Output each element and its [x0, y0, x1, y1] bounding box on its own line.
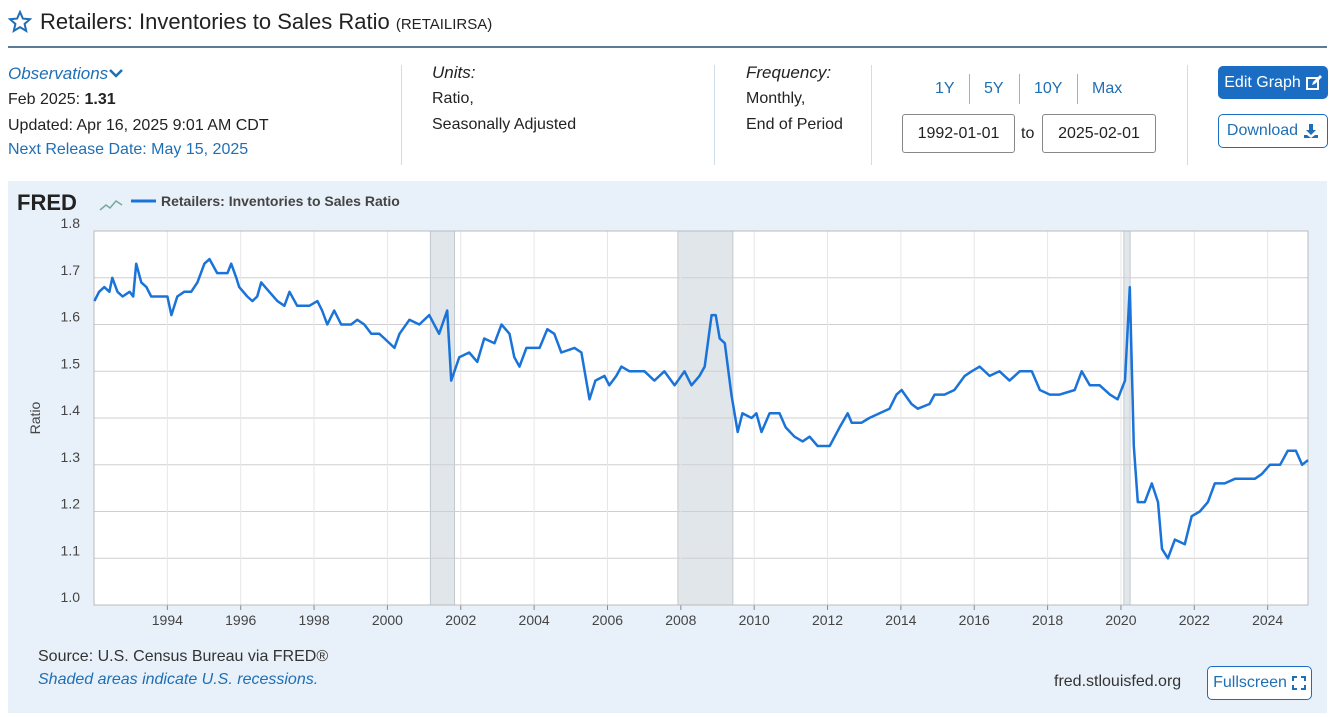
series-id: (RETAILIRSA) [395, 16, 493, 33]
download-icon [1304, 124, 1319, 138]
recession-note: Shaded areas indicate U.S. recessions. [38, 671, 318, 688]
separator [1019, 74, 1020, 104]
separator [401, 65, 402, 165]
title-row: Retailers: Inventories to Sales Ratio (R… [40, 9, 492, 35]
download-label: Download [1226, 122, 1299, 139]
fullscreen-icon [1291, 676, 1306, 690]
edit-label: Edit Graph [1224, 73, 1301, 91]
y-tick-label: 1.8 [61, 215, 81, 231]
y-axis-label: Ratio [27, 401, 43, 434]
frequency-line: End of Period [746, 116, 843, 133]
edit-graph-button[interactable]: Edit Graph [1218, 66, 1328, 99]
range-button[interactable]: 10Y [1034, 80, 1063, 97]
x-tick-label: 2016 [959, 612, 990, 628]
x-tick-label: 2014 [885, 612, 916, 628]
y-tick-label: 1.3 [61, 449, 81, 465]
y-tick-label: 1.5 [61, 355, 81, 371]
observations-label: Observations [8, 64, 109, 83]
y-tick-label: 1.4 [61, 402, 81, 418]
x-tick-label: 1998 [298, 612, 329, 628]
x-tick-label: 2018 [1032, 612, 1063, 628]
units-line: Seasonally Adjusted [432, 116, 577, 133]
range-button[interactable]: Max [1092, 80, 1123, 97]
x-tick-label: 2006 [592, 612, 623, 628]
source: Source: U.S. Census Bureau via FRED® [38, 648, 328, 665]
fred-logo: FRED [17, 190, 77, 215]
separator [871, 65, 872, 165]
logo-icon [99, 200, 123, 211]
next-release[interactable]: Next Release Date: May 15, 2025 [8, 141, 249, 158]
x-tick-label: 2012 [812, 612, 843, 628]
fullscreen-button[interactable]: Fullscreen [1207, 666, 1312, 700]
y-tick-label: 1.2 [61, 496, 81, 512]
x-tick-label: 2024 [1252, 612, 1283, 628]
separator [1077, 74, 1078, 104]
units-line: Ratio, [432, 90, 474, 107]
y-tick-label: 1.7 [61, 262, 81, 278]
start-date-input[interactable]: 1992-01-01 [902, 114, 1015, 153]
x-tick-label: 2010 [739, 612, 770, 628]
range-button[interactable]: 1Y [935, 80, 955, 97]
fullscreen-label: Fullscreen [1213, 674, 1287, 691]
latest-label: Feb 2025: [8, 91, 81, 108]
chevron [109, 69, 124, 78]
separator [969, 74, 970, 104]
latest-row: Feb 2025: 1.31 [8, 91, 116, 109]
end-date-input[interactable]: 2025-02-01 [1042, 114, 1156, 153]
x-tick-label: 2004 [519, 612, 550, 628]
x-tick-label: 2022 [1179, 612, 1210, 628]
title: Retailers: Inventories to Sales Ratio [40, 9, 390, 34]
range-button[interactable]: 5Y [984, 80, 1004, 97]
x-tick-label: 2000 [372, 612, 403, 628]
x-tick-label: 2020 [1105, 612, 1136, 628]
x-tick-label: 2002 [445, 612, 476, 628]
separator [714, 65, 715, 165]
plot-border [93, 230, 1309, 606]
header-rule [8, 46, 1327, 48]
series-line [93, 257, 1309, 560]
updated: Updated: Apr 16, 2025 9:01 AM CDT [8, 117, 269, 134]
separator [1187, 65, 1188, 165]
to-label: to [1021, 125, 1035, 142]
star-icon[interactable] [8, 10, 32, 34]
download-button[interactable]: Download [1218, 114, 1328, 148]
legend-label: Retailers: Inventories to Sales Ratio [161, 193, 400, 209]
x-tick-label: 1996 [225, 612, 256, 628]
edit-icon [1305, 74, 1322, 90]
y-tick-label: 1.6 [61, 309, 81, 325]
y-tick-label: 1.0 [61, 589, 81, 605]
x-tick-label: 2008 [665, 612, 696, 628]
latest-value: 1.31 [84, 91, 116, 108]
site: fred.stlouisfed.org [1054, 673, 1181, 690]
x-tick-label: 1994 [152, 612, 183, 628]
units-label: Units: [432, 63, 476, 82]
frequency-line: Monthly, [746, 90, 806, 107]
y-tick-label: 1.1 [61, 542, 81, 558]
frequency-label: Frequency: [746, 63, 832, 82]
observations-toggle[interactable]: Observations [8, 64, 124, 84]
